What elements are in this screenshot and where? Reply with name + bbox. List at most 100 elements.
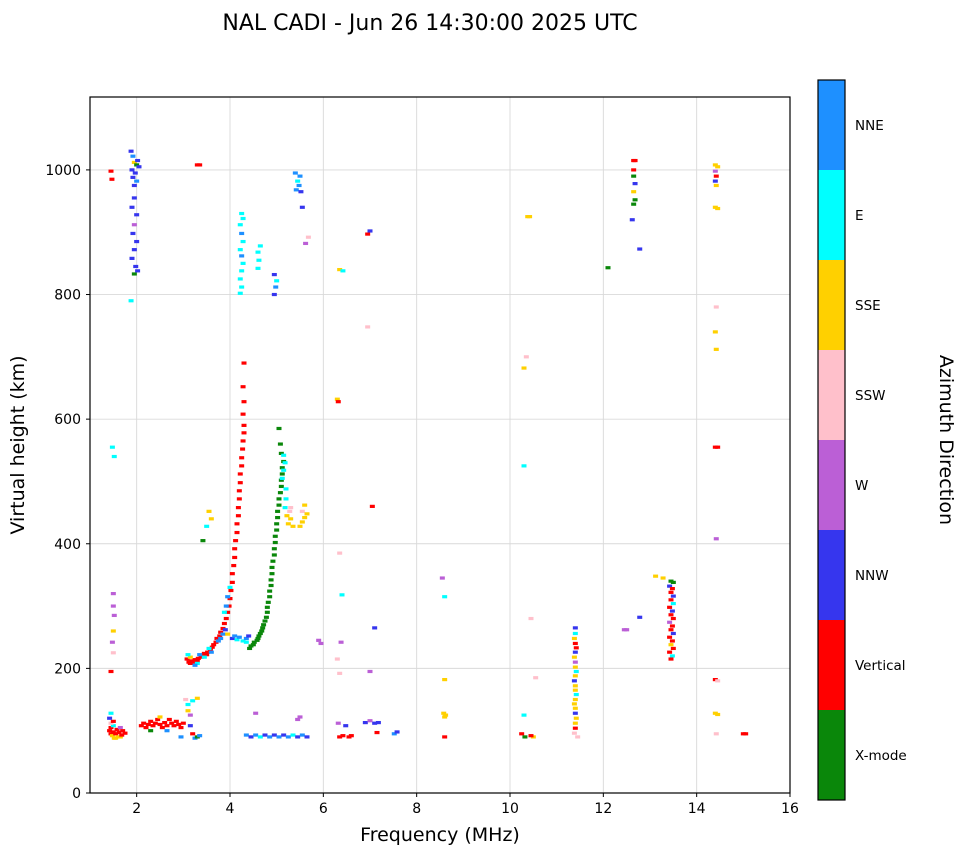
data-point bbox=[528, 616, 534, 621]
data-point bbox=[251, 640, 257, 644]
data-point bbox=[575, 735, 581, 739]
data-point bbox=[519, 732, 525, 736]
y-tick-label: 400 bbox=[54, 537, 81, 553]
x-tick-label: 14 bbox=[688, 801, 706, 817]
data-point bbox=[572, 626, 578, 630]
data-point bbox=[130, 231, 136, 236]
data-point bbox=[201, 655, 207, 659]
data-point bbox=[206, 509, 212, 513]
data-point bbox=[269, 572, 275, 576]
data-point bbox=[246, 634, 252, 638]
data-point bbox=[157, 715, 163, 719]
data-point bbox=[109, 177, 115, 181]
data-point bbox=[178, 725, 184, 730]
data-point bbox=[108, 169, 114, 173]
x-axis-label: Frequency (MHz) bbox=[360, 824, 520, 846]
colorbar-tick-label: SSE bbox=[855, 298, 881, 314]
data-point bbox=[631, 190, 637, 194]
data-point bbox=[297, 715, 303, 719]
data-point bbox=[256, 634, 262, 638]
data-point bbox=[157, 722, 163, 727]
data-point bbox=[715, 165, 721, 169]
data-point bbox=[263, 615, 269, 619]
data-point bbox=[572, 641, 578, 646]
data-point bbox=[225, 595, 231, 599]
data-point bbox=[257, 631, 263, 636]
colorbar-segment-ssw bbox=[818, 350, 845, 440]
data-point bbox=[239, 456, 245, 460]
data-point bbox=[239, 269, 245, 273]
data-point bbox=[669, 639, 675, 643]
data-point bbox=[573, 692, 579, 697]
data-point bbox=[136, 165, 142, 169]
data-point bbox=[132, 171, 138, 175]
data-point bbox=[572, 631, 578, 636]
data-point bbox=[135, 269, 141, 273]
data-point bbox=[138, 724, 144, 728]
data-point bbox=[184, 657, 190, 661]
data-point bbox=[279, 476, 285, 480]
data-point bbox=[367, 719, 373, 723]
data-point bbox=[194, 661, 200, 665]
data-point bbox=[109, 734, 115, 738]
data-point bbox=[255, 636, 261, 641]
data-point bbox=[339, 593, 345, 597]
data-point bbox=[276, 735, 282, 739]
data-point bbox=[304, 735, 310, 739]
data-point bbox=[205, 650, 211, 654]
data-point bbox=[442, 677, 448, 682]
data-point bbox=[159, 725, 165, 730]
data-point bbox=[303, 241, 309, 246]
data-point bbox=[571, 731, 577, 735]
data-point bbox=[110, 724, 116, 728]
data-point bbox=[667, 635, 673, 639]
data-point bbox=[255, 250, 261, 254]
colorbar-segment-nnw bbox=[818, 530, 845, 620]
data-point bbox=[267, 589, 273, 593]
data-point bbox=[573, 716, 579, 720]
data-point bbox=[190, 732, 196, 736]
data-point bbox=[185, 702, 191, 707]
data-point bbox=[128, 149, 134, 153]
data-point bbox=[135, 158, 141, 163]
data-point bbox=[669, 587, 675, 591]
data-point bbox=[281, 733, 287, 737]
data-point bbox=[247, 646, 253, 651]
data-point bbox=[295, 717, 301, 722]
data-point bbox=[237, 291, 243, 295]
data-point bbox=[232, 555, 238, 560]
data-point bbox=[274, 279, 280, 283]
data-point bbox=[197, 653, 203, 657]
data-point bbox=[110, 730, 116, 734]
data-point bbox=[713, 732, 719, 736]
data-point bbox=[166, 717, 172, 722]
data-point bbox=[669, 654, 675, 658]
data-point bbox=[110, 719, 116, 723]
data-point bbox=[713, 537, 719, 541]
data-point bbox=[442, 595, 448, 599]
data-point bbox=[299, 509, 305, 513]
data-point bbox=[241, 423, 247, 427]
data-point bbox=[197, 734, 203, 738]
data-point bbox=[108, 732, 114, 736]
data-point bbox=[631, 202, 637, 206]
data-point bbox=[129, 256, 135, 260]
data-point bbox=[117, 735, 123, 739]
data-point bbox=[120, 729, 126, 733]
data-point bbox=[264, 610, 270, 614]
data-point bbox=[528, 734, 534, 738]
data-point bbox=[293, 188, 299, 192]
data-point bbox=[274, 522, 280, 526]
x-tick-label: 2 bbox=[132, 801, 141, 817]
data-point bbox=[372, 626, 378, 630]
data-point bbox=[521, 366, 527, 370]
data-point bbox=[713, 174, 719, 178]
data-point bbox=[236, 635, 242, 639]
data-point bbox=[110, 629, 116, 633]
data-point bbox=[304, 512, 310, 516]
data-point bbox=[572, 706, 578, 710]
data-point bbox=[281, 468, 287, 472]
axes: 2 4 6 8 10 12 14 16 0 200 400 600 800 1000 bbox=[45, 96, 799, 817]
data-point bbox=[241, 431, 247, 435]
data-point bbox=[221, 610, 227, 614]
